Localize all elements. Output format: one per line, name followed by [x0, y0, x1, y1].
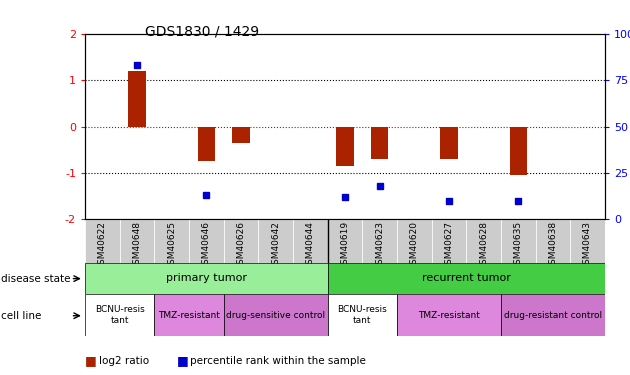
- Text: GDS1830 / 1429: GDS1830 / 1429: [145, 24, 259, 38]
- Text: GSM40622: GSM40622: [98, 220, 107, 270]
- Text: GSM40625: GSM40625: [167, 220, 176, 270]
- Bar: [293, 219, 328, 262]
- Bar: [362, 219, 397, 262]
- Bar: [198, 127, 215, 161]
- Bar: [536, 219, 570, 262]
- Bar: [85, 219, 120, 262]
- Text: ■: ■: [176, 354, 188, 367]
- Bar: [85, 294, 154, 336]
- Text: log2 ratio: log2 ratio: [99, 356, 149, 366]
- Text: drug-resistant control: drug-resistant control: [504, 310, 602, 320]
- Text: disease state: disease state: [1, 274, 71, 284]
- Text: GSM40643: GSM40643: [583, 220, 592, 270]
- Text: TMZ-resistant: TMZ-resistant: [418, 310, 480, 320]
- Bar: [510, 127, 527, 175]
- Bar: [129, 71, 146, 127]
- Text: recurrent tumor: recurrent tumor: [421, 273, 511, 284]
- Bar: [466, 219, 501, 262]
- Text: primary tumor: primary tumor: [166, 273, 247, 284]
- Text: BCNU-resis
tant: BCNU-resis tant: [338, 305, 387, 325]
- Bar: [258, 219, 293, 262]
- Bar: [328, 219, 362, 262]
- Text: TMZ-resistant: TMZ-resistant: [158, 310, 220, 320]
- Bar: [397, 294, 501, 336]
- Text: GSM40620: GSM40620: [410, 220, 419, 270]
- Bar: [154, 294, 224, 336]
- Text: GSM40626: GSM40626: [236, 220, 246, 270]
- Text: GSM40619: GSM40619: [340, 220, 350, 270]
- Text: BCNU-resis
tant: BCNU-resis tant: [95, 305, 144, 325]
- Text: GSM40628: GSM40628: [479, 220, 488, 270]
- Bar: [336, 127, 353, 166]
- Text: percentile rank within the sample: percentile rank within the sample: [190, 356, 366, 366]
- Text: GSM40635: GSM40635: [513, 220, 523, 270]
- Bar: [432, 219, 466, 262]
- Bar: [501, 219, 536, 262]
- Bar: [232, 127, 249, 143]
- Text: GSM40627: GSM40627: [444, 220, 454, 270]
- Text: GSM40646: GSM40646: [202, 220, 211, 270]
- Bar: [397, 219, 432, 262]
- Bar: [328, 262, 605, 294]
- Text: cell line: cell line: [1, 311, 42, 321]
- Bar: [85, 262, 328, 294]
- Text: GSM40623: GSM40623: [375, 220, 384, 270]
- Bar: [154, 219, 189, 262]
- Bar: [371, 127, 388, 159]
- Bar: [501, 294, 605, 336]
- Bar: [224, 219, 258, 262]
- Text: GSM40642: GSM40642: [271, 220, 280, 270]
- Bar: [224, 294, 328, 336]
- Text: GSM40644: GSM40644: [306, 220, 315, 270]
- Text: ■: ■: [85, 354, 97, 367]
- Bar: [328, 294, 397, 336]
- Text: drug-sensitive control: drug-sensitive control: [226, 310, 325, 320]
- Bar: [440, 127, 457, 159]
- Text: GSM40648: GSM40648: [132, 220, 142, 270]
- Bar: [189, 219, 224, 262]
- Bar: [120, 219, 154, 262]
- Bar: [570, 219, 605, 262]
- Text: GSM40638: GSM40638: [548, 220, 558, 270]
